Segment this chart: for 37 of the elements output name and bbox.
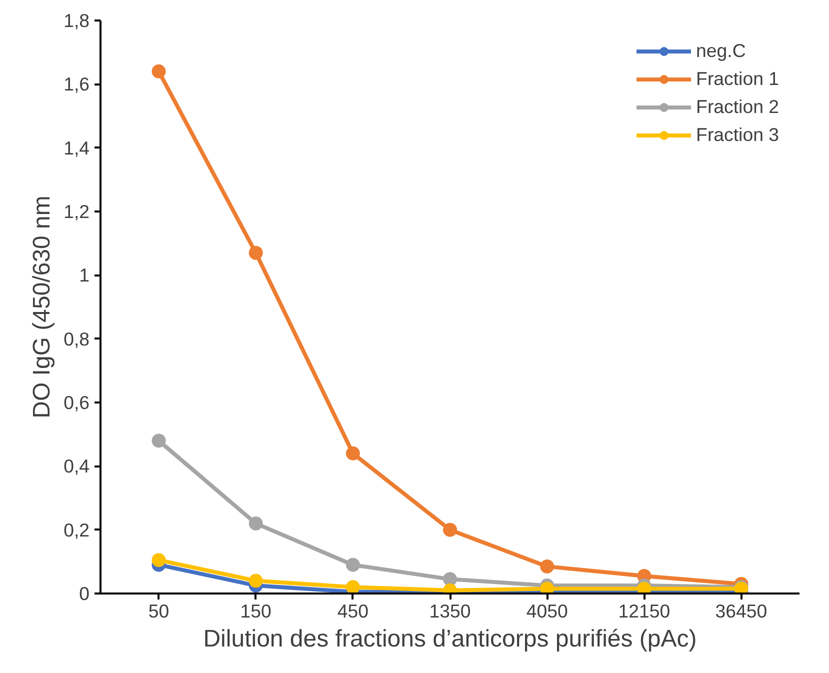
x-tick-label: 4050 bbox=[526, 600, 568, 622]
legend-label: neg.C bbox=[696, 40, 746, 62]
x-axis-title: Dilution des fractions d’anticorps purifiés (pAc) bbox=[203, 626, 697, 652]
x-tick-label: 1350 bbox=[429, 600, 471, 622]
point bbox=[152, 553, 166, 568]
point bbox=[346, 580, 360, 594]
y-axis-title: DO IgG (450/630 nm bbox=[28, 196, 56, 418]
y-tick-label: 0,6 bbox=[64, 392, 90, 413]
point bbox=[248, 516, 263, 530]
y-tick-label: 1,8 bbox=[64, 10, 90, 31]
legend-label: Fraction 3 bbox=[696, 124, 779, 146]
point bbox=[540, 559, 554, 574]
legend-label: Fraction 2 bbox=[696, 96, 779, 118]
y-tick-label: 0,8 bbox=[64, 328, 90, 350]
point bbox=[248, 574, 263, 588]
y-tick-label: 0 bbox=[79, 583, 90, 604]
x-tick-label: 50 bbox=[148, 600, 170, 622]
y-tick-label: 1,4 bbox=[64, 137, 90, 158]
x-tick-label: 450 bbox=[337, 600, 368, 622]
y-tick-label: 1,2 bbox=[64, 201, 90, 222]
x-tick-label: 150 bbox=[240, 600, 272, 622]
point bbox=[443, 522, 457, 537]
point bbox=[152, 434, 166, 448]
legend-label: Fraction 1 bbox=[696, 68, 779, 90]
x-tick-label: 12150 bbox=[618, 600, 670, 622]
point bbox=[248, 246, 263, 260]
y-tick-label: 0,4 bbox=[64, 456, 90, 477]
point bbox=[637, 582, 652, 594]
point bbox=[152, 64, 166, 78]
x-tick-label: 36450 bbox=[715, 600, 768, 622]
point bbox=[346, 558, 360, 572]
y-tick-label: 1,6 bbox=[64, 74, 90, 95]
point bbox=[540, 582, 554, 594]
y-tick-label: 1 bbox=[79, 264, 90, 286]
y-tick-label: 0,2 bbox=[64, 519, 90, 540]
point bbox=[443, 572, 457, 586]
point bbox=[346, 446, 360, 460]
